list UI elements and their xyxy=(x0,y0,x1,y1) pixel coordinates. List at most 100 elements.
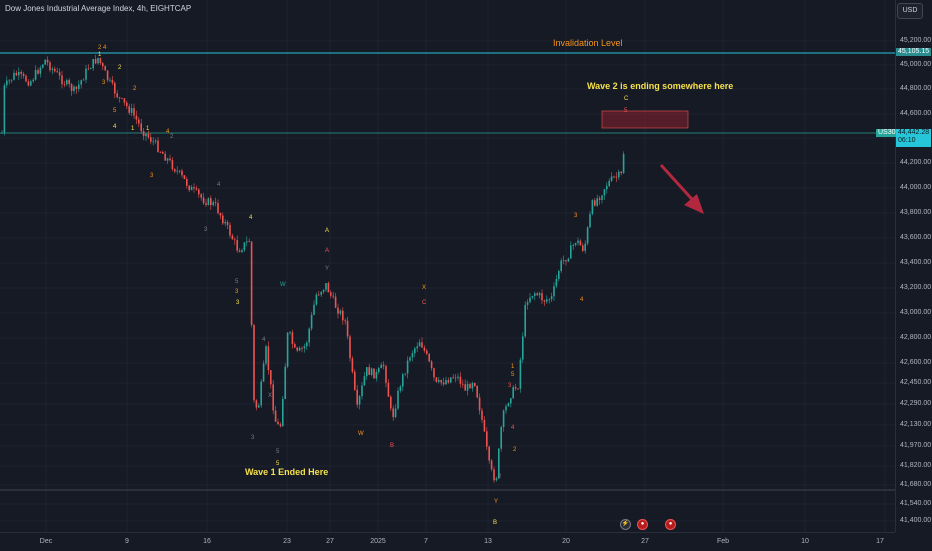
candle-body xyxy=(370,368,373,375)
candle-body xyxy=(207,198,210,205)
price-tick-label: 43,400.00 xyxy=(900,259,932,266)
candle-body xyxy=(332,295,334,297)
candle-body xyxy=(584,243,586,251)
current-price-value: 44,442.28 xyxy=(898,129,930,136)
bar-countdown: 06:10 xyxy=(898,137,916,144)
candle-body xyxy=(97,57,99,64)
candle-body xyxy=(510,398,512,404)
price-chart[interactable] xyxy=(0,0,895,532)
wave-label: 2 xyxy=(118,65,122,71)
candle-body xyxy=(284,366,286,400)
candle-body xyxy=(591,200,594,215)
candle-body xyxy=(102,63,104,67)
candle-body xyxy=(118,97,121,99)
time-axis[interactable]: Dec 9 16 23 27 2025 7 13 20 27 Feb 10 17 xyxy=(0,532,895,551)
candle-body xyxy=(337,307,339,314)
candle-body xyxy=(183,175,186,179)
candle-body xyxy=(274,410,277,422)
candle-body xyxy=(10,79,13,81)
wave-label: B xyxy=(493,520,498,526)
candle-body xyxy=(423,347,426,351)
candle-body xyxy=(190,187,193,191)
time-tick-label: 10 xyxy=(801,538,809,545)
candle-body xyxy=(313,304,315,315)
candle-body xyxy=(56,71,58,73)
candle-body xyxy=(445,380,447,385)
candle-body xyxy=(488,446,490,461)
candle-body xyxy=(250,241,253,325)
candle-body xyxy=(176,170,178,172)
candle-body xyxy=(130,108,133,113)
time-tick-label: 27 xyxy=(641,538,649,545)
candle-body xyxy=(70,84,73,91)
currency-button[interactable]: USD xyxy=(897,3,923,19)
candle-body xyxy=(416,346,418,349)
candle-body xyxy=(598,198,601,200)
candle-body xyxy=(34,70,37,80)
candle-body xyxy=(385,366,387,383)
invalidation-price-tag: 45,105.15 xyxy=(896,48,932,56)
time-tick-label: 2025 xyxy=(370,538,386,545)
candle-body xyxy=(363,376,366,386)
candle-body xyxy=(157,140,159,152)
candle-body xyxy=(589,214,591,228)
candle-body xyxy=(438,379,440,382)
candle-body xyxy=(61,75,63,85)
wave-label: 2 xyxy=(133,86,137,92)
candle-body xyxy=(382,364,385,367)
us-flag-event-icon[interactable]: ● xyxy=(637,519,648,530)
candle-body xyxy=(169,158,171,161)
candle-body xyxy=(553,286,555,297)
candle-body xyxy=(421,342,423,348)
candlestick-series xyxy=(1,54,625,483)
candle-body xyxy=(418,342,421,347)
candle-body xyxy=(346,320,349,337)
candle-body xyxy=(327,283,330,293)
us-flag-event-icon[interactable]: ● xyxy=(665,519,676,530)
wave-label: 4 xyxy=(113,124,117,130)
price-tick-label: 44,000.00 xyxy=(900,184,932,191)
wave-label: 4 xyxy=(580,297,584,303)
candle-body xyxy=(570,245,572,259)
price-tick-label: 43,000.00 xyxy=(900,309,932,316)
wave-label: 5 xyxy=(235,279,239,285)
wave-label: 3 xyxy=(204,227,208,233)
candle-body xyxy=(8,80,10,82)
candle-body xyxy=(320,291,322,295)
candle-body xyxy=(270,370,272,385)
price-tick-label: 43,200.00 xyxy=(900,284,932,291)
wave-label: X xyxy=(422,285,427,291)
candle-body xyxy=(248,241,250,243)
candle-body xyxy=(586,227,589,244)
candle-body xyxy=(18,71,20,76)
candle-body xyxy=(30,81,32,86)
time-tick-label: 9 xyxy=(125,538,129,545)
wave-label: 2 4 xyxy=(98,45,107,51)
wave2-annotation: Wave 2 is ending somewhere here xyxy=(587,81,734,91)
candle-body xyxy=(339,310,342,314)
candle-body xyxy=(322,289,325,292)
candle-body xyxy=(550,296,553,300)
candle-body xyxy=(32,79,34,82)
time-tick-label: 16 xyxy=(203,538,211,545)
time-tick-label: Dec xyxy=(39,538,53,545)
candle-body xyxy=(298,347,301,351)
wave-label: 4 xyxy=(262,337,266,343)
invalidation-level-label: Invalidation Level xyxy=(553,38,623,48)
candle-body xyxy=(428,353,430,362)
candle-body xyxy=(490,460,493,470)
candle-body xyxy=(572,244,574,246)
wave-label: A xyxy=(325,248,330,254)
candle-body xyxy=(272,384,274,411)
candle-body xyxy=(344,320,346,322)
candle-body xyxy=(435,377,438,382)
price-axis[interactable]: 45,200.00 45,000.00 44,800.00 44,600.00 44,4… xyxy=(895,0,932,532)
candle-body xyxy=(433,368,435,378)
candle-body xyxy=(121,98,123,99)
wave-label: 5 xyxy=(113,108,117,114)
candle-body xyxy=(166,158,169,161)
candle-body xyxy=(529,297,531,303)
lightning-icon[interactable]: ⚡ xyxy=(620,519,631,530)
candle-body xyxy=(440,379,442,383)
candle-body xyxy=(618,171,620,178)
